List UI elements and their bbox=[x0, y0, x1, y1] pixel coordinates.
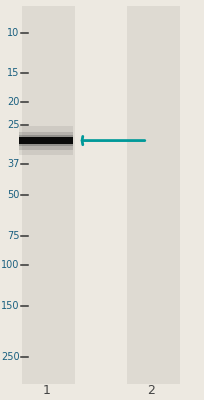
Text: 37: 37 bbox=[7, 160, 19, 170]
Bar bbox=[126, 6, 180, 384]
Text: 15: 15 bbox=[7, 68, 19, 78]
Text: 2: 2 bbox=[146, 384, 154, 396]
Text: 20: 20 bbox=[7, 98, 19, 108]
Text: 50: 50 bbox=[7, 190, 19, 200]
Text: 250: 250 bbox=[1, 352, 19, 362]
Text: 1: 1 bbox=[42, 384, 50, 396]
Text: 25: 25 bbox=[7, 120, 19, 130]
Text: 75: 75 bbox=[7, 231, 19, 241]
Bar bbox=[19, 132, 72, 150]
Bar bbox=[21, 6, 74, 384]
Text: 100: 100 bbox=[1, 260, 19, 270]
Text: 150: 150 bbox=[1, 300, 19, 310]
Text: 10: 10 bbox=[7, 28, 19, 38]
Bar bbox=[19, 137, 72, 144]
Bar bbox=[19, 135, 72, 146]
Bar bbox=[19, 126, 72, 155]
